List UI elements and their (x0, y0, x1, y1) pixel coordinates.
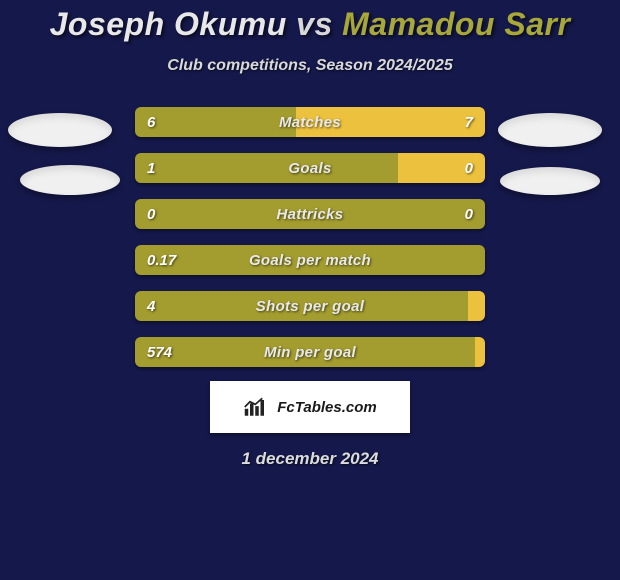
stat-label: Matches (135, 107, 485, 137)
stat-row: 0Hattricks0 (135, 199, 485, 229)
stat-value-right: 0 (465, 153, 473, 183)
season-subtitle: Club competitions, Season 2024/2025 (0, 57, 620, 75)
brand-text: FcTables.com (277, 399, 376, 416)
player1-name: Joseph Okumu (50, 6, 287, 42)
player2-name: Mamadou Sarr (342, 6, 570, 42)
decorative-ellipse-left (8, 113, 112, 147)
stat-row: 6Matches7 (135, 107, 485, 137)
stat-label: Min per goal (135, 337, 485, 367)
stat-label: Goals per match (135, 245, 485, 275)
stat-row: 1Goals0 (135, 153, 485, 183)
stat-row: 574Min per goal (135, 337, 485, 367)
stat-row: 4Shots per goal (135, 291, 485, 321)
vs-separator: vs (296, 6, 333, 42)
stat-value-right: 0 (465, 199, 473, 229)
snapshot-date: 1 december 2024 (0, 449, 620, 469)
stat-label: Hattricks (135, 199, 485, 229)
stat-row: 0.17Goals per match (135, 245, 485, 275)
decorative-ellipse-left (20, 165, 120, 195)
decorative-ellipse-right (500, 167, 600, 195)
comparison-title: Joseph Okumu vs Mamadou Sarr (0, 0, 620, 43)
branding-badge: FcTables.com (210, 381, 410, 433)
stat-label: Shots per goal (135, 291, 485, 321)
stats-chart: 6Matches71Goals00Hattricks00.17Goals per… (0, 103, 620, 373)
stat-label: Goals (135, 153, 485, 183)
chart-icon (243, 396, 271, 418)
stat-value-right: 7 (465, 107, 473, 137)
decorative-ellipse-right (498, 113, 602, 147)
